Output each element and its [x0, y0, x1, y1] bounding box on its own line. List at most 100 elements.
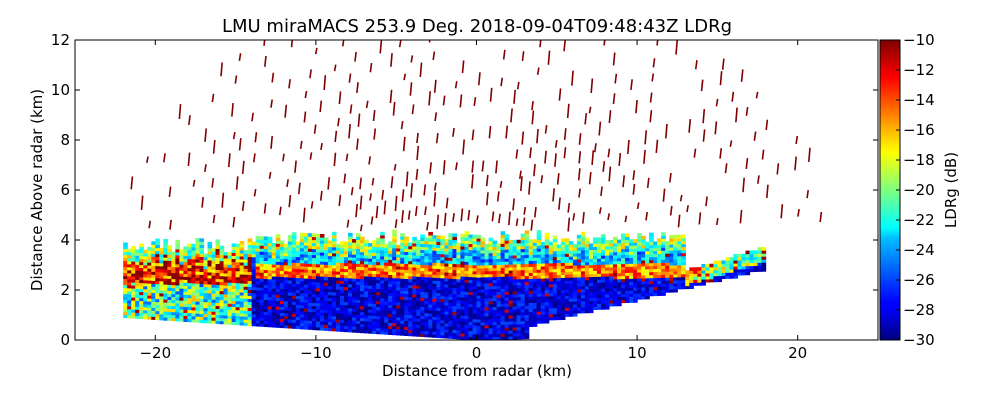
ldr-cell	[609, 266, 614, 271]
ldr-cell	[408, 251, 413, 256]
ldr-cell	[243, 250, 249, 254]
ldr-cell	[135, 303, 140, 307]
ldr-streak	[500, 77, 504, 87]
ldr-cell	[135, 312, 140, 316]
ldr-cell	[295, 283, 301, 288]
ldr-cell	[729, 275, 735, 279]
ldr-cell	[396, 295, 401, 300]
ldr-cell	[295, 256, 301, 261]
ldr-cell	[319, 237, 325, 241]
ldr-streak	[607, 213, 610, 221]
ldr-cell	[416, 249, 421, 253]
ldr-cell	[311, 257, 317, 262]
ldr-cell	[372, 246, 377, 250]
ldr-cell	[171, 257, 176, 262]
ldr-cell	[396, 253, 401, 258]
ldr-cell	[331, 267, 337, 272]
ldr-cell	[167, 245, 172, 249]
ldr-cell	[412, 311, 417, 316]
ldr-cell	[368, 279, 373, 283]
ldr-cell	[464, 279, 470, 283]
ldr-cell	[645, 277, 650, 282]
ldr-cell	[492, 243, 498, 248]
ldr-cell	[548, 241, 554, 246]
ldr-cell	[653, 277, 658, 282]
ldr-cell	[360, 311, 365, 316]
ldr-cell	[741, 271, 747, 276]
ldr-cell	[372, 267, 377, 271]
ldr-cell	[460, 269, 466, 274]
ldr-streak	[428, 91, 432, 106]
ldr-cell	[335, 298, 341, 302]
ldr-cell	[360, 290, 365, 295]
ldr-cell	[372, 279, 377, 283]
ldr-cell	[319, 249, 325, 253]
ldr-cell	[588, 303, 594, 308]
ldr-streak	[677, 214, 681, 228]
ldr-cell	[187, 246, 193, 251]
ldr-cell	[460, 242, 466, 247]
ldr-cell	[195, 298, 201, 302]
ldr-streak	[355, 203, 358, 218]
ldr-cell	[291, 295, 297, 299]
ldr-cell	[520, 320, 526, 325]
ldr-cell	[263, 311, 269, 316]
ldr-cell	[420, 324, 425, 329]
ldr-cell	[207, 250, 213, 255]
ldr-cell	[548, 286, 554, 291]
ldr-cell	[339, 286, 345, 290]
ldr-cell	[396, 292, 401, 297]
ldr-cell	[123, 263, 128, 268]
ldr-cell	[303, 323, 309, 327]
ldr-cell	[452, 275, 458, 280]
ldr-cell	[637, 269, 642, 273]
ldr-cell	[279, 243, 285, 248]
ldr-cell	[211, 299, 217, 303]
ldr-cell	[508, 318, 514, 322]
ldr-cell	[199, 298, 205, 302]
ldr-cell	[761, 250, 767, 254]
ldr-cell	[287, 240, 293, 245]
ldr-cell	[436, 289, 441, 294]
ldr-cell	[275, 282, 281, 286]
ldr-cell	[360, 287, 365, 292]
ldr-cell	[275, 315, 281, 319]
ldr-cell	[191, 285, 197, 290]
ldr-cell	[641, 280, 646, 285]
ldr-cell	[315, 263, 321, 268]
ldr-cell	[243, 307, 249, 311]
ldr-cell	[360, 326, 365, 331]
ldr-cell	[263, 317, 269, 322]
ldr-cell	[356, 260, 361, 264]
ldr-cell	[733, 266, 739, 270]
ldr-cell	[460, 290, 466, 295]
ldr-cell	[227, 288, 233, 292]
ldr-streak	[338, 194, 342, 207]
ldr-cell	[588, 273, 594, 278]
ldr-cell	[468, 291, 474, 296]
ldr-cell	[259, 293, 265, 297]
ldr-cell	[464, 264, 470, 268]
ldr-cell	[311, 242, 317, 247]
ldr-cell	[235, 288, 241, 293]
ldr-cell	[600, 234, 606, 238]
ldr-cell	[592, 288, 598, 292]
ldr-cell	[456, 335, 462, 340]
ldr-cell	[179, 288, 184, 292]
ldr-cell	[352, 263, 357, 267]
ldr-cell	[380, 300, 385, 305]
ldr-cell	[468, 234, 474, 239]
ldr-cell	[741, 265, 747, 270]
ldr-cell	[637, 248, 642, 252]
ldr-cell	[629, 239, 634, 243]
ldr-cell	[404, 293, 409, 297]
ldr-cell	[259, 278, 265, 282]
ldr-cell	[171, 269, 176, 274]
ldr-cell	[516, 305, 522, 310]
ldr-cell	[460, 305, 466, 310]
ldr-cell	[255, 274, 261, 279]
ldr-cell	[339, 253, 345, 257]
ldr-streak	[471, 129, 475, 141]
ldr-cell	[548, 289, 554, 294]
ldr-streak	[320, 143, 323, 151]
